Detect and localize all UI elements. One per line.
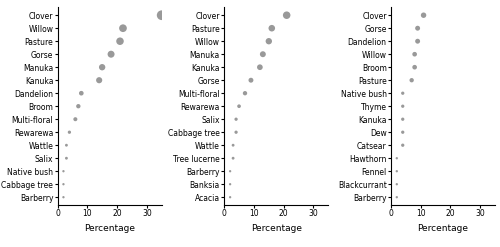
Point (78, 91, 86, 95)
Point (98, 65, 106, 69)
X-axis label: Percentage: Percentage (84, 224, 135, 233)
Point (420, 13, 428, 17)
Point (265, 39, 273, 43)
Point (60, 195, 68, 199)
Point (74, 104, 82, 108)
Point (393, 195, 401, 199)
Point (158, 13, 166, 17)
X-axis label: Percentage: Percentage (251, 224, 302, 233)
Point (226, 169, 234, 173)
X-axis label: Percentage: Percentage (418, 224, 469, 233)
Point (226, 182, 234, 186)
Point (232, 117, 240, 121)
Point (282, 13, 290, 17)
Point (226, 195, 234, 199)
Point (232, 130, 240, 134)
Point (259, 52, 267, 56)
Point (95, 78, 103, 82)
Point (119, 26, 127, 30)
Point (235, 104, 243, 108)
Point (410, 65, 418, 69)
Point (247, 78, 255, 82)
Point (60, 182, 68, 186)
Point (229, 143, 237, 147)
Point (66, 130, 74, 134)
Point (398, 117, 406, 121)
Point (107, 52, 115, 56)
Point (62, 156, 70, 160)
Point (256, 65, 264, 69)
Point (268, 26, 276, 30)
Point (241, 91, 249, 95)
Point (398, 143, 406, 147)
Point (72, 117, 80, 121)
Point (393, 156, 401, 160)
Point (229, 156, 237, 160)
Point (393, 169, 401, 173)
Point (410, 52, 418, 56)
Point (60, 169, 68, 173)
Point (398, 104, 406, 108)
Point (62, 143, 70, 147)
Point (393, 182, 401, 186)
Point (398, 91, 406, 95)
Point (408, 78, 416, 82)
Point (414, 26, 422, 30)
Point (398, 130, 406, 134)
Point (414, 39, 422, 43)
Point (116, 39, 124, 43)
